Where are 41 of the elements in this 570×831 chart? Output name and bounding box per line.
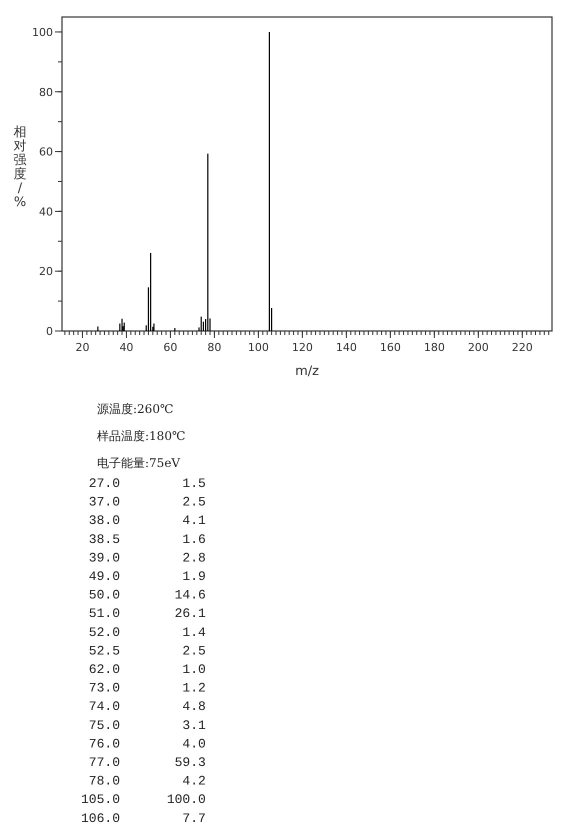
text: 39.0 2.8 — [81, 550, 206, 566]
x-tick-label: 160 — [380, 341, 401, 354]
x-tick-label: 60 — [163, 341, 178, 354]
x-tick-label: 40 — [119, 341, 134, 354]
text: 74.0 4.8 — [81, 699, 206, 714]
text: 37.0 2.5 — [81, 494, 206, 510]
y-tick-label: 60 — [39, 146, 53, 159]
text: 52.5 2.5 — [81, 643, 206, 658]
y-tick-label: 100 — [32, 26, 53, 39]
text: 27.0 1.5 — [81, 476, 206, 491]
x-tick-label: 100 — [248, 341, 269, 354]
text: 电子能量:75eV — [97, 456, 180, 470]
x-tick-label: 220 — [512, 341, 533, 354]
text: 样品温度:180℃ — [97, 429, 186, 443]
x-tick-label: 80 — [207, 341, 222, 354]
y-axis-title: 相对强度/% — [14, 125, 26, 210]
y-tick-label: 40 — [39, 205, 53, 218]
text: 78.0 4.2 — [81, 774, 206, 789]
text: 105.0 100.0 — [81, 792, 206, 808]
x-tick-label: 140 — [336, 341, 357, 354]
text: 77.0 59.3 — [81, 755, 206, 770]
text: 源温度:260℃ — [97, 402, 174, 416]
x-axis-title: m/z — [295, 364, 320, 379]
text: 76.0 4.0 — [81, 736, 206, 752]
text: 73.0 1.2 — [81, 680, 206, 696]
text: 75.0 3.1 — [81, 718, 206, 733]
text: 38.5 1.6 — [81, 532, 206, 547]
y-tick-label: 0 — [46, 325, 53, 338]
text: 51.0 26.1 — [81, 606, 206, 622]
text: 38.0 4.1 — [81, 513, 206, 528]
x-tick-label: 180 — [424, 341, 445, 354]
text: 106.0 7.7 — [81, 810, 206, 826]
text: 52.0 1.4 — [81, 624, 206, 640]
y-tick-label: 80 — [39, 86, 53, 99]
text: 50.0 14.6 — [81, 588, 206, 603]
y-tick-label: 20 — [39, 265, 53, 278]
x-tick-label: 20 — [75, 341, 90, 354]
text: 49.0 1.9 — [81, 569, 206, 584]
text: 62.0 1.0 — [81, 662, 206, 677]
x-tick-label: 120 — [292, 341, 313, 354]
x-tick-label: 200 — [468, 341, 489, 354]
